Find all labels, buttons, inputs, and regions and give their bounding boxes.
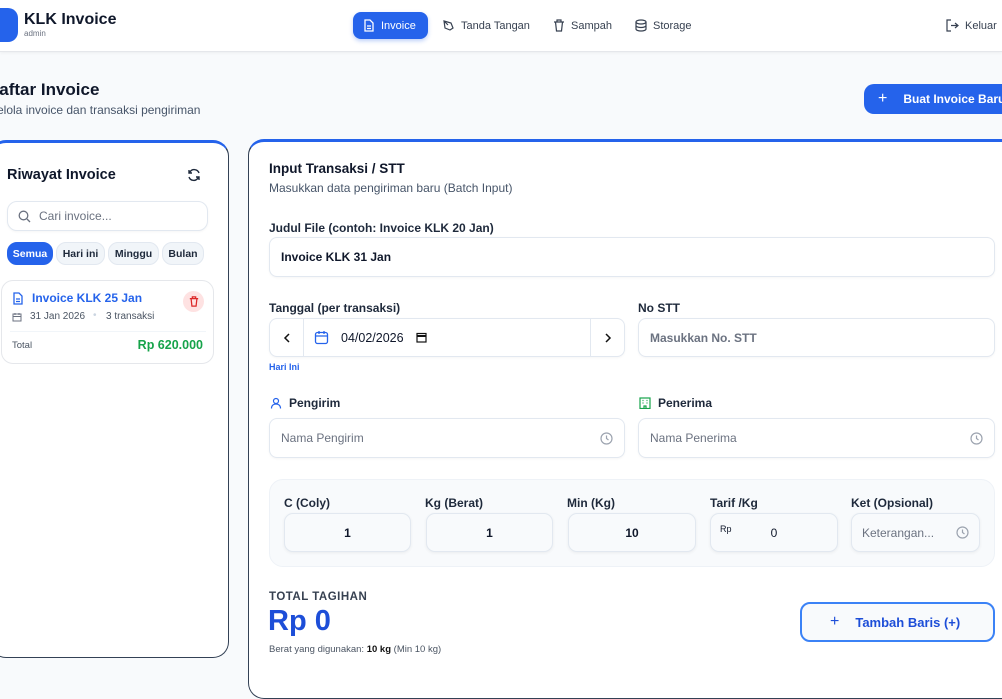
top-header: KLK Invoice admin Invoice Tanda Tangan S… — [0, 0, 1002, 52]
history-clock-icon[interactable] — [956, 526, 969, 539]
invoice-title: Invoice KLK 25 Jan — [32, 291, 143, 305]
user-icon — [270, 397, 282, 409]
receiver-input[interactable]: Nama Penerima — [638, 418, 995, 458]
page-title: Daftar Invoice — [0, 80, 100, 99]
app-title: KLK Invoice — [24, 11, 117, 28]
calendar-icon — [314, 331, 329, 345]
receiver-label: Penerima — [658, 396, 713, 410]
separator-dot: • — [93, 310, 97, 321]
form-subtitle: Masukkan data pengiriman baru (Batch Inp… — [269, 181, 513, 195]
filter-minggu[interactable]: Minggu — [108, 242, 159, 265]
stt-input[interactable]: Masukkan No. STT — [638, 318, 995, 357]
app-logo-icon — [0, 8, 18, 42]
page-subtitle: Kelola invoice dan transaksi pengiriman — [0, 103, 201, 117]
currency-prefix: Rp — [720, 524, 732, 534]
filter-semua[interactable]: Semua — [7, 242, 53, 265]
date-label: Tanggal (per transaksi) — [269, 301, 401, 315]
nav-tanda-tangan[interactable]: Tanda Tangan — [432, 12, 540, 39]
date-input[interactable]: 04/02/2026 — [304, 319, 590, 356]
search-placeholder: Cari invoice... — [39, 209, 112, 223]
coly-input[interactable]: 1 — [284, 513, 411, 552]
history-clock-icon[interactable] — [970, 431, 983, 445]
tarif-input[interactable]: Rp 0 — [710, 513, 838, 552]
invoice-search-input[interactable]: Cari invoice... — [7, 201, 208, 231]
total-value: Rp 0 — [268, 605, 331, 637]
sender-placeholder: Nama Pengirim — [281, 431, 364, 445]
history-clock-icon[interactable] — [600, 431, 613, 445]
logout-icon — [946, 19, 959, 32]
database-icon — [635, 19, 647, 32]
user-role: admin — [24, 29, 46, 38]
ket-placeholder: Keterangan... — [862, 525, 935, 540]
filter-hari-ini[interactable]: Hari ini — [56, 242, 105, 265]
sender-label: Pengirim — [289, 396, 341, 410]
trash-icon — [189, 296, 198, 307]
add-row-button[interactable]: + Tambah Baris (+) — [800, 602, 995, 642]
chevron-right-icon — [604, 332, 611, 343]
weight-used-info: Berat yang digunakan: 10 kg (Min 10 kg) — [269, 644, 441, 655]
create-invoice-button[interactable]: + Buat Invoice Baru — [864, 84, 1002, 114]
min-kg-label: Min (Kg) — [567, 496, 615, 510]
date-value: 04/02/2026 — [341, 330, 404, 345]
invoice-list-item[interactable]: Invoice KLK 25 Jan 31 Jan 2026 • 3 trans… — [1, 280, 214, 364]
plus-icon: + — [878, 90, 888, 107]
file-title-input[interactable]: Invoice KLK 31 Jan — [269, 237, 995, 277]
invoice-total-label: Total — [12, 340, 33, 351]
stt-placeholder: Masukkan No. STT — [650, 330, 757, 345]
prev-date-button[interactable] — [270, 319, 304, 356]
invoice-date: 31 Jan 2026 — [30, 311, 86, 322]
create-invoice-label: Buat Invoice Baru — [903, 92, 1002, 106]
filter-bulan[interactable]: Bulan — [162, 242, 204, 265]
file-text-icon — [364, 19, 374, 32]
file-title-label: Judul File (contoh: Invoice KLK 20 Jan) — [269, 221, 494, 235]
chevron-left-icon — [283, 332, 290, 343]
add-row-label: Tambah Baris (+) — [855, 614, 961, 630]
receiver-placeholder: Nama Penerima — [650, 431, 737, 445]
kg-label: Kg (Berat) — [425, 496, 484, 510]
refresh-icon[interactable] — [187, 168, 201, 182]
coly-label: C (Coly) — [284, 496, 330, 510]
weight-min: (Min 10 kg) — [393, 644, 442, 655]
date-picker-group: 04/02/2026 — [269, 318, 625, 357]
form-title: Input Transaksi / STT — [269, 161, 405, 176]
logout-button[interactable]: Keluar — [946, 12, 997, 39]
nav-label: Invoice — [381, 19, 416, 32]
kg-input[interactable]: 1 — [426, 513, 553, 552]
total-label: TOTAL TAGIHAN — [269, 591, 368, 603]
tarif-value: 0 — [770, 525, 778, 540]
file-text-icon — [13, 292, 23, 305]
divider — [10, 331, 206, 332]
tarif-label: Tarif /Kg — [710, 496, 758, 510]
signature-icon — [443, 20, 454, 31]
min-kg-input[interactable]: 10 — [568, 513, 696, 552]
search-icon — [18, 210, 31, 222]
sender-input[interactable]: Nama Pengirim — [269, 418, 625, 458]
nav-invoice[interactable]: Invoice — [353, 12, 428, 39]
nav-label: Storage — [653, 19, 692, 32]
calendar-picker-icon[interactable] — [415, 332, 427, 343]
nav-label: Tanda Tangan — [461, 19, 530, 32]
sidebar-title: Riwayat Invoice — [7, 167, 116, 183]
trash-icon — [554, 19, 564, 32]
stt-label: No STT — [638, 301, 680, 315]
building-icon — [639, 397, 651, 409]
weight-prefix: Berat yang digunakan: — [269, 644, 365, 655]
logout-label: Keluar — [965, 19, 997, 32]
ket-input[interactable]: Keterangan... — [851, 513, 980, 552]
today-link[interactable]: Hari Ini — [269, 362, 300, 372]
invoice-total: Rp 620.000 — [137, 338, 203, 352]
weight-value: 10 kg — [366, 644, 392, 655]
nav-sampah[interactable]: Sampah — [543, 12, 622, 39]
plus-icon: + — [830, 613, 840, 630]
delete-invoice-button[interactable] — [183, 291, 204, 312]
next-date-button[interactable] — [590, 319, 624, 356]
ket-label: Ket (Opsional) — [851, 496, 934, 510]
nav-label: Sampah — [571, 19, 612, 32]
calendar-icon — [12, 313, 22, 322]
invoice-transaction-count: 3 transaksi — [106, 311, 155, 322]
nav-storage[interactable]: Storage — [625, 12, 702, 39]
